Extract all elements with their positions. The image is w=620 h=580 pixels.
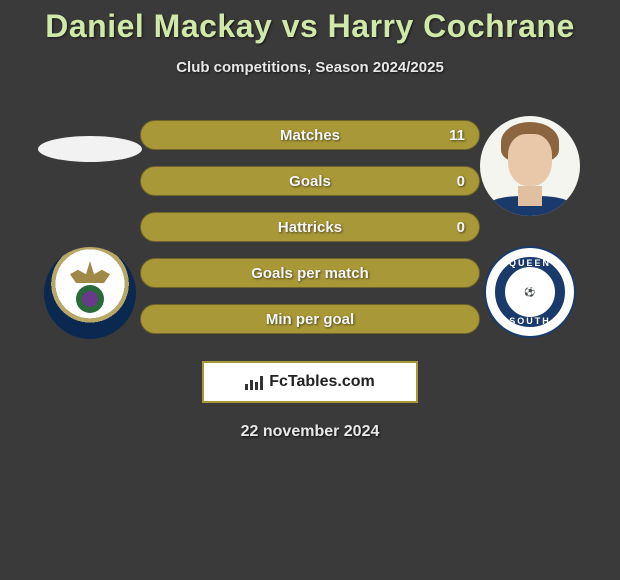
stat-row-min-per-goal: Min per goal	[140, 304, 480, 334]
main-row: Matches 11 Goals 0 Hattricks 0 Goals per…	[0, 116, 620, 339]
badge-text-top: QUEEN	[509, 258, 551, 268]
stat-value-right: 11	[449, 127, 465, 144]
club-badge-inverness	[44, 247, 136, 339]
stats-column: Matches 11 Goals 0 Hattricks 0 Goals per…	[140, 116, 480, 334]
date-text: 22 november 2024	[0, 423, 620, 441]
player-left-column	[30, 116, 150, 339]
stat-label: Goals per match	[251, 265, 369, 282]
player-left-photo-placeholder	[38, 136, 142, 162]
stat-row-matches: Matches 11	[140, 120, 480, 150]
stat-value-right: 0	[457, 219, 465, 236]
player-right-column: QUEEN SOUTH ⚽	[470, 116, 590, 338]
stat-row-hattricks: Hattricks 0	[140, 212, 480, 242]
chart-icon	[245, 374, 265, 390]
stat-row-goals-per-match: Goals per match	[140, 258, 480, 288]
subtitle: Club competitions, Season 2024/2025	[0, 59, 620, 76]
stat-value-right: 0	[457, 173, 465, 190]
stat-label: Matches	[280, 127, 340, 144]
stat-row-goals: Goals 0	[140, 166, 480, 196]
stat-label: Hattricks	[278, 219, 342, 236]
stat-label: Min per goal	[266, 311, 354, 328]
branding-box: FcTables.com	[202, 361, 418, 403]
club-badge-queen-of-south: QUEEN SOUTH ⚽	[484, 246, 576, 338]
badge-text-bottom: SOUTH	[509, 316, 551, 326]
comparison-card: Daniel Mackay vs Harry Cochrane Club com…	[0, 0, 620, 441]
brand-text: FcTables.com	[269, 373, 375, 391]
badge-center: ⚽	[512, 274, 548, 310]
player-right-photo	[480, 116, 580, 216]
stat-label: Goals	[289, 173, 331, 190]
page-title: Daniel Mackay vs Harry Cochrane	[0, 8, 620, 45]
